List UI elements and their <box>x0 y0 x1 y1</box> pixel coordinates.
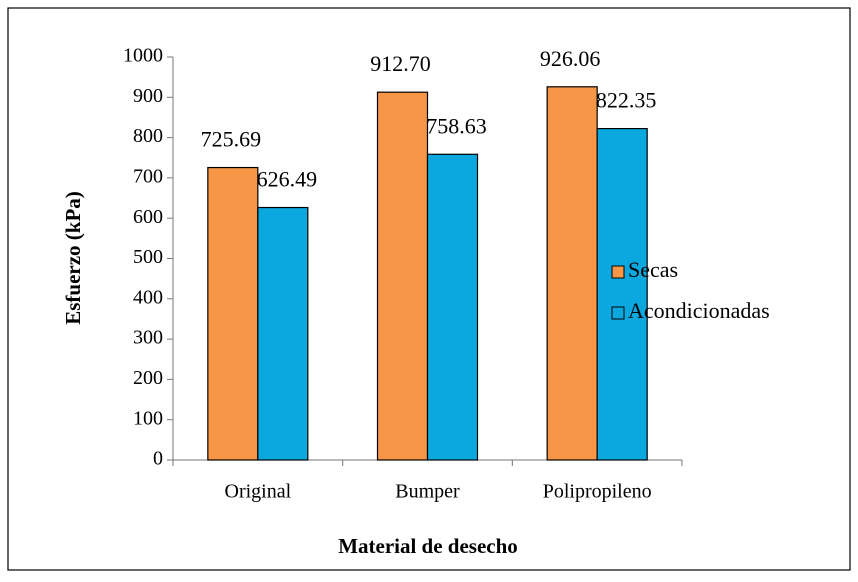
x-tick-label: Original <box>225 481 292 503</box>
legend-label: Acondicionadas <box>628 298 770 323</box>
x-axis-label: Material de desecho <box>338 534 518 558</box>
y-tick-label: 0 <box>153 448 163 470</box>
value-label: 725.69 <box>201 127 262 152</box>
y-tick-label: 300 <box>133 327 163 349</box>
legend-label: Secas <box>628 257 678 282</box>
y-tick-label: 800 <box>133 125 163 147</box>
y-axis-label: Esfuerzo (kPa) <box>61 191 85 325</box>
y-tick-label: 900 <box>133 85 163 107</box>
y-tick-label: 1000 <box>123 45 163 67</box>
value-label: 926.06 <box>540 46 601 71</box>
bar <box>376 91 429 461</box>
bar <box>546 86 598 461</box>
bar <box>257 206 309 461</box>
y-tick-label: 200 <box>133 367 163 389</box>
y-tick-label: 600 <box>133 206 163 228</box>
y-tick-label: 400 <box>133 286 163 308</box>
legend-swatch <box>611 306 625 320</box>
x-tick-label: Polipropileno <box>543 481 652 503</box>
bar <box>596 127 648 461</box>
legend-swatch <box>611 265 625 279</box>
y-tick-label: 500 <box>133 246 163 268</box>
value-label: 912.70 <box>370 51 431 76</box>
x-tick-label: Bumper <box>395 481 460 503</box>
y-tick-label: 700 <box>133 165 163 187</box>
y-tick-label: 100 <box>133 407 163 429</box>
bar <box>426 153 479 461</box>
value-label: 626.49 <box>257 167 318 192</box>
value-label: 758.63 <box>426 113 487 138</box>
value-label: 822.35 <box>596 88 657 113</box>
bar <box>207 166 259 461</box>
